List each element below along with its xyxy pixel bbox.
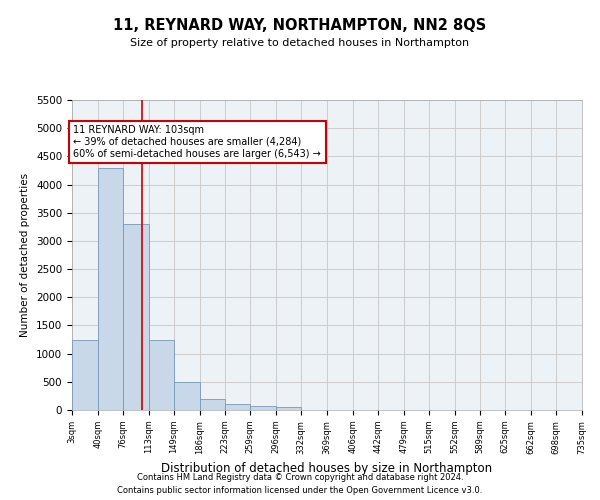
Bar: [72, 340, 98, 410]
Text: Contains HM Land Registry data © Crown copyright and database right 2024.: Contains HM Land Registry data © Crown c…: [137, 472, 463, 482]
Bar: [199, 398, 225, 410]
Text: 11 REYNARD WAY: 103sqm
← 39% of detached houses are smaller (4,284)
60% of semi-: 11 REYNARD WAY: 103sqm ← 39% of detached…: [73, 126, 321, 158]
Text: Size of property relative to detached houses in Northampton: Size of property relative to detached ho…: [130, 38, 470, 48]
X-axis label: Distribution of detached houses by size in Northampton: Distribution of detached houses by size …: [161, 462, 493, 475]
Text: 11, REYNARD WAY, NORTHAMPTON, NN2 8QS: 11, REYNARD WAY, NORTHAMPTON, NN2 8QS: [113, 18, 487, 32]
Text: Contains public sector information licensed under the Open Government Licence v3: Contains public sector information licen…: [118, 486, 482, 495]
Bar: [174, 382, 199, 410]
Y-axis label: Number of detached properties: Number of detached properties: [20, 173, 31, 337]
Bar: [123, 224, 149, 410]
Bar: [276, 407, 301, 410]
Bar: [225, 404, 250, 410]
Bar: [149, 340, 174, 410]
Bar: [98, 168, 123, 410]
Bar: [250, 406, 276, 410]
